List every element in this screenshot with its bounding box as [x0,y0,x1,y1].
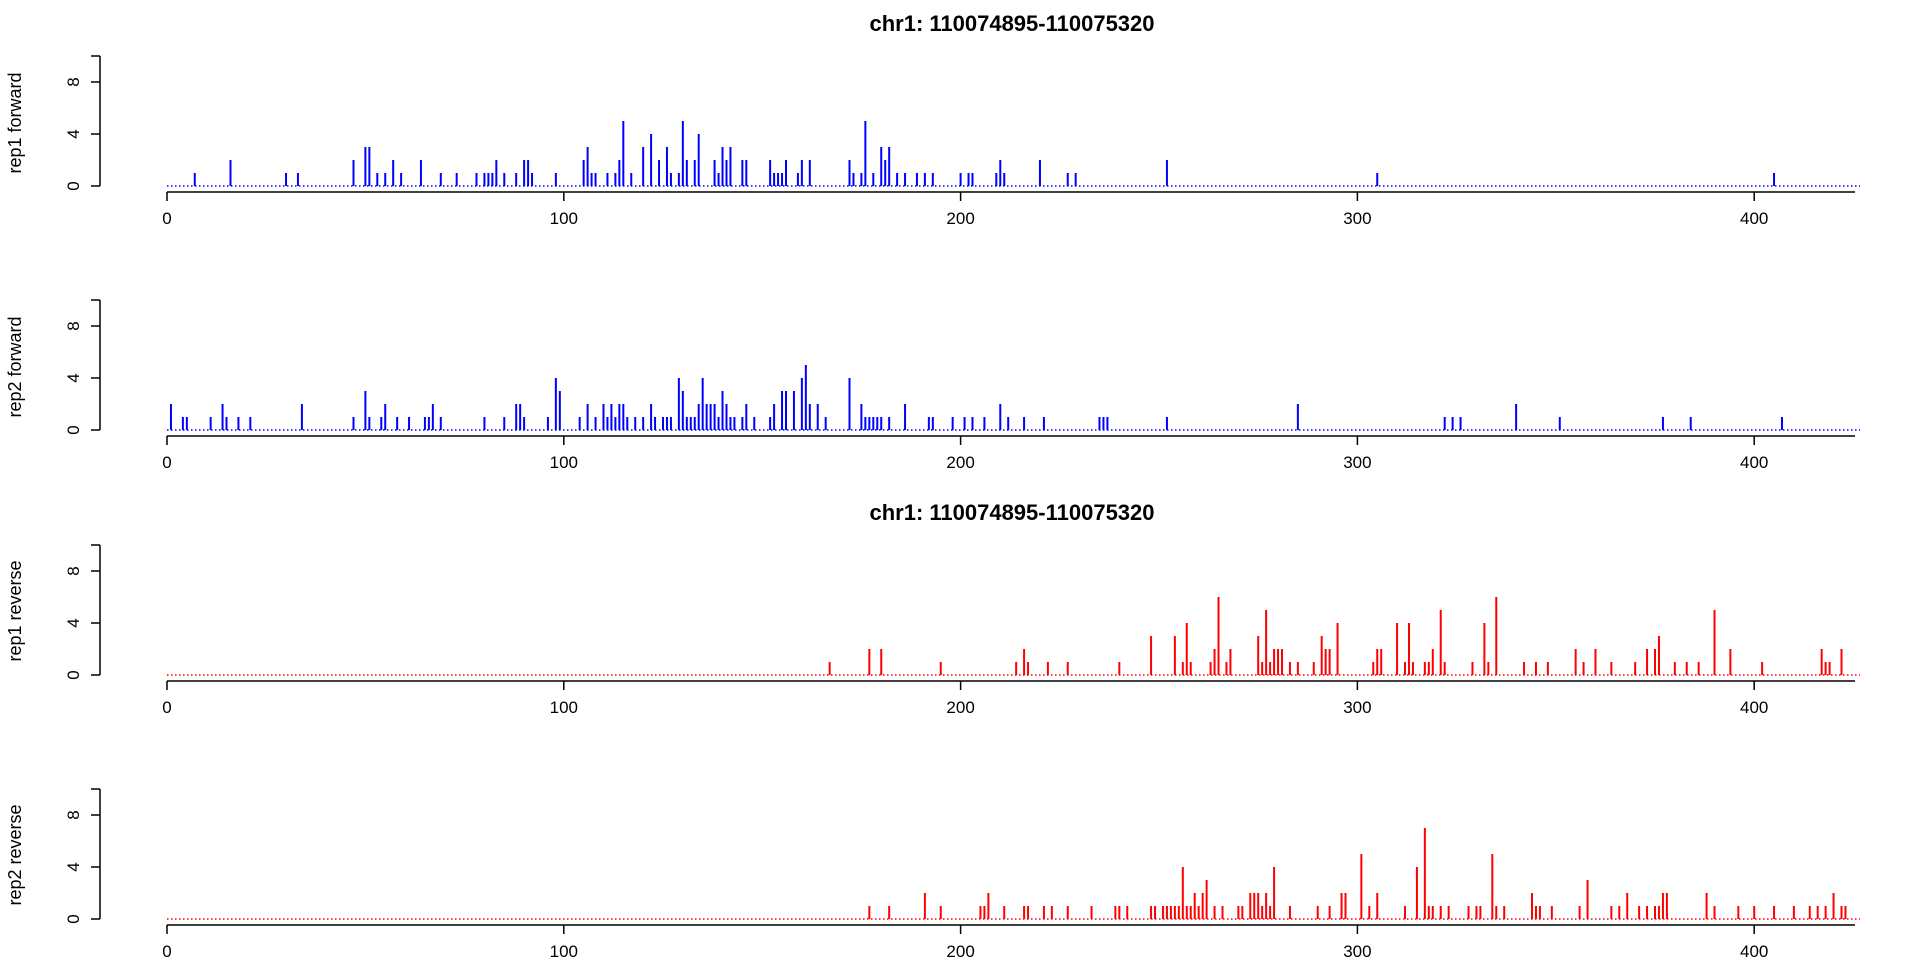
panel-rep1-forward: chr1: 110074895-110075320 rep1 forward 0… [5,11,1860,228]
x-tick-label: 100 [550,698,578,717]
y-tick-label: 8 [64,566,83,575]
x-tick-label: 0 [162,698,171,717]
x-tick-label: 300 [1343,453,1371,472]
y-tick-label: 0 [64,425,83,434]
x-tick-label: 0 [162,942,171,960]
x-tick-label: 400 [1740,942,1768,960]
x-tick-label: 0 [162,209,171,228]
x-tick-label: 400 [1740,453,1768,472]
x-tick-label: 0 [162,453,171,472]
x-tick-label: 200 [946,453,974,472]
y-tick-label: 4 [64,862,83,871]
panel-title: chr1: 110074895-110075320 [869,11,1154,36]
panel-rep2-forward: rep2 forward 0 4 8 0 100 200 300 400 [5,299,1860,472]
x-tick-label: 100 [550,453,578,472]
panel-rep2-reverse: rep2 reverse 0 4 8 0 100 200 300 400 [5,788,1860,960]
x-tick-label: 200 [946,698,974,717]
x-tick-label: 400 [1740,698,1768,717]
y-axis-label: rep1 reverse [5,560,25,661]
y-tick-label: 0 [64,670,83,679]
panel-title: chr1: 110074895-110075320 [869,500,1154,525]
x-tick-label: 100 [550,942,578,960]
y-tick-label: 4 [64,618,83,627]
y-tick-label: 8 [64,810,83,819]
x-tick-label: 200 [946,209,974,228]
x-tick-label: 300 [1343,209,1371,228]
x-tick-label: 300 [1343,942,1371,960]
x-tick-label: 100 [550,209,578,228]
y-tick-label: 0 [64,914,83,923]
y-tick-label: 4 [64,373,83,382]
y-axis-label: rep2 reverse [5,804,25,905]
y-axis-label: rep2 forward [5,316,25,417]
x-tick-label: 200 [946,942,974,960]
y-axis-label: rep1 forward [5,72,25,173]
y-tick-label: 8 [64,321,83,330]
panel-rep1-reverse: chr1: 110074895-110075320 rep1 reverse 0… [5,500,1860,717]
y-tick-label: 8 [64,77,83,86]
y-tick-label: 0 [64,181,83,190]
x-tick-label: 300 [1343,698,1371,717]
y-tick-label: 4 [64,129,83,138]
x-tick-label: 400 [1740,209,1768,228]
